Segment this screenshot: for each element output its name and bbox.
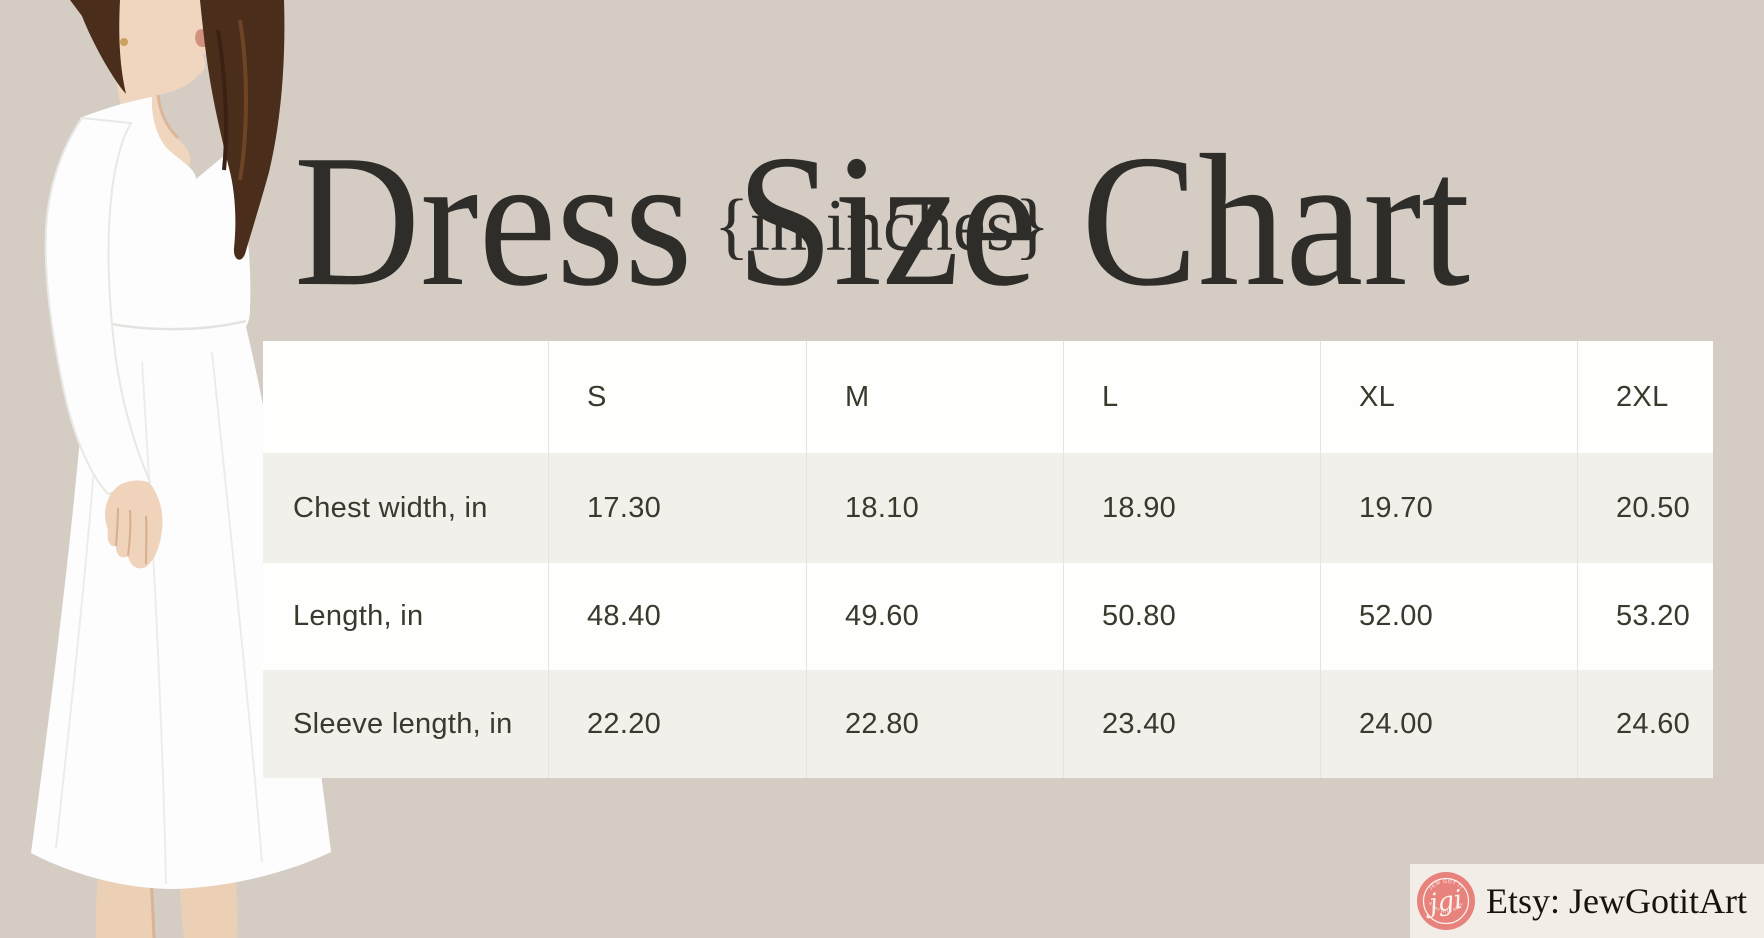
size-value-sleeve-s: 22.20 [548,670,806,778]
size-value-length-m: 49.60 [806,563,1063,670]
size-value-length-s: 48.40 [548,563,806,670]
size-col-header-xl: XL [1320,341,1577,453]
size-value-sleeve-m: 22.80 [806,670,1063,778]
model-hair [70,0,285,260]
size-col-header-l: L [1063,341,1320,453]
etsy-shop-label: Etsy: JewGotitArt [1486,881,1747,921]
size-value-chest-s: 17.30 [548,453,806,563]
size-value-length-l: 50.80 [1063,563,1320,670]
size-col-header-m: M [806,341,1063,453]
measurement-label: Chest width, in [263,453,548,563]
size-value-chest-m: 18.10 [806,453,1063,563]
size-col-header-s: S [548,341,806,453]
page-title: Dress Size Chart [293,115,1471,326]
measurement-label: Sleeve length, in [263,670,548,778]
size-chart-table: S M L XL 2XL Chest width, in 17.30 18.10… [263,341,1713,778]
size-value-sleeve-l: 23.40 [1063,670,1320,778]
size-value-chest-2xl: 20.50 [1577,453,1713,563]
model-earring [120,38,128,46]
size-value-chest-l: 18.90 [1063,453,1320,563]
size-value-sleeve-2xl: 24.60 [1577,670,1713,778]
size-value-length-2xl: 53.20 [1577,563,1713,670]
measurement-label: Length, in [293,600,424,632]
table-corner-cell [263,341,548,453]
model-hand [105,480,163,569]
size-value-length-xl: 52.00 [1320,563,1577,670]
size-value-sleeve-xl: 24.00 [1320,670,1577,778]
size-value-chest-xl: 19.70 [1320,453,1577,563]
model-photo [31,0,331,938]
shop-watermark: JEW GOT IT & ART WITH SOUL jgi Etsy: Jew… [1410,864,1764,938]
model-dress [31,97,331,889]
page-subtitle: {in inches} [713,185,1051,267]
size-col-header-2xl: 2XL [1577,341,1713,453]
jgi-logo-badge: JEW GOT IT & ART WITH SOUL jgi [1417,872,1475,930]
